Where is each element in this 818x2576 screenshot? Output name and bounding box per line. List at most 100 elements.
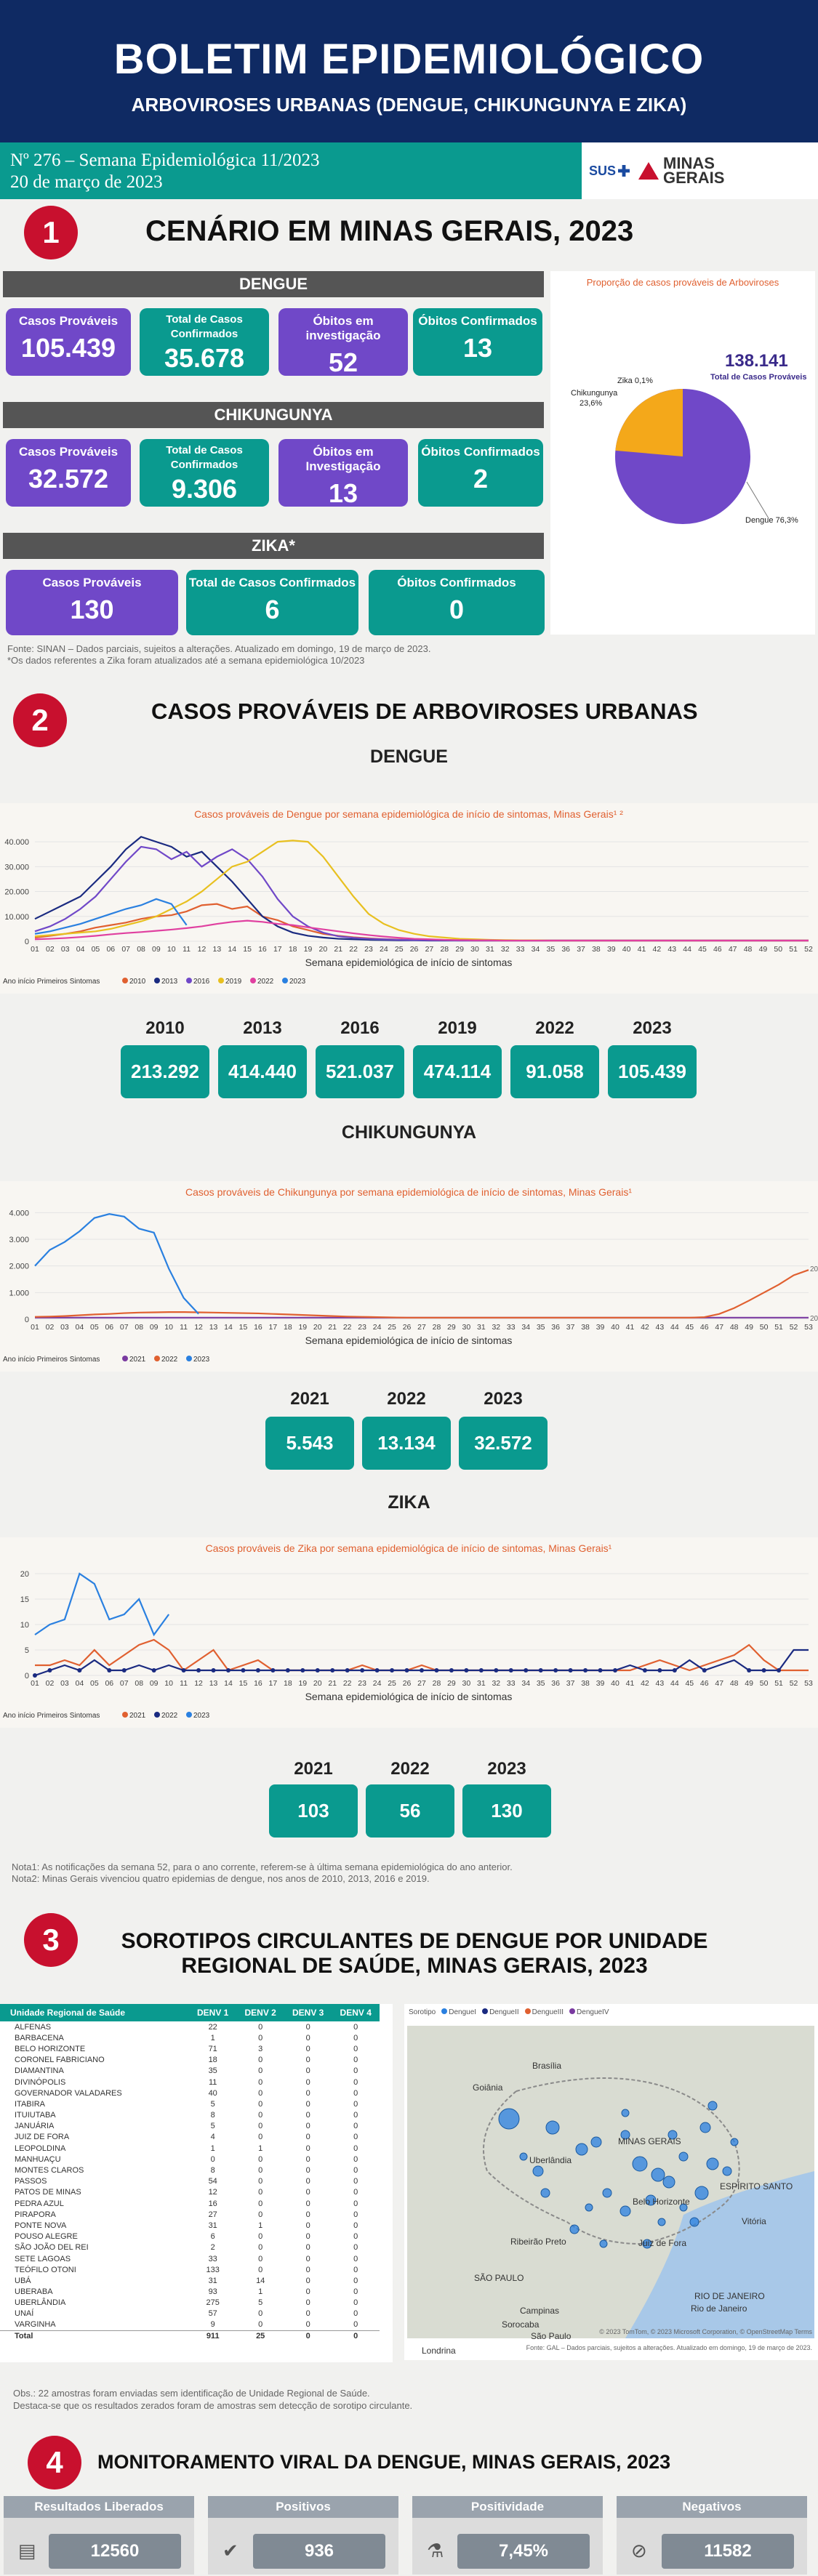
table-row: GOVERNADOR VALADARES 40 0 0 0 (0, 2088, 380, 2098)
serotype-map-panel: Sorotipo DengueI DengueII DengueIII DengueI… (404, 2004, 818, 2360)
x-tick-label: 20 (313, 1323, 322, 1332)
map-marker[interactable] (498, 2108, 520, 2130)
map-marker[interactable] (569, 2224, 580, 2234)
table-cell: 31 (208, 2276, 217, 2285)
table-cell: 0 (353, 2265, 358, 2274)
map-marker[interactable] (642, 2239, 652, 2249)
table-cell: 0 (305, 2166, 310, 2175)
map-credit: © 2023 TomTom, © 2023 Microsoft Corporat… (599, 2328, 812, 2335)
series-line-2019 (34, 840, 809, 942)
x-tick-label: 05 (90, 1323, 99, 1332)
chik-subtitle: CHIKUNGUNYA (341, 1122, 477, 1143)
x-tick-label: 51 (774, 1323, 783, 1332)
year-label: 2013 (243, 1018, 282, 1038)
map-marker[interactable] (519, 2152, 528, 2161)
table-header-cell[interactable]: DENV 3 (284, 2004, 332, 2021)
series-point-2022 (315, 1668, 320, 1673)
map-marker[interactable] (651, 2168, 665, 2182)
map-marker[interactable] (657, 2218, 666, 2226)
x-tick-label: 16 (254, 1679, 262, 1688)
map-marker[interactable] (730, 2138, 739, 2146)
year-label: 2010 (145, 1018, 185, 1038)
map-marker[interactable] (545, 2120, 560, 2135)
year-label: 2023 (633, 1018, 672, 1038)
bulletin-title: BOLETIM EPIDEMIOLÓGICO (113, 36, 705, 83)
legend-label: 2022 (257, 978, 274, 986)
table-cell: 0 (353, 2033, 358, 2042)
zika-confirmed-card: Total de Casos Confirmados 6 (186, 570, 358, 635)
map-marker[interactable] (662, 2175, 675, 2189)
map-marker[interactable] (689, 2217, 699, 2227)
x-tick-label: 33 (516, 945, 525, 954)
map-marker[interactable] (575, 2143, 588, 2156)
pie-title: Proporção de casos prováveis de Arboviro… (586, 277, 779, 288)
y-tick-label: 20 (20, 1570, 29, 1579)
map-marker[interactable] (645, 2194, 657, 2206)
table-cell: 0 (305, 2144, 310, 2153)
legend-marker (154, 978, 160, 983)
map-marker[interactable] (707, 2101, 718, 2111)
legend-label: 2019 (225, 978, 242, 986)
map-marker[interactable] (619, 2205, 631, 2217)
table-cell: 0 (353, 2243, 358, 2253)
map-place-label: Ribeirão Preto (510, 2237, 566, 2247)
x-tick-label: 33 (507, 1679, 516, 1688)
series-point-2022 (464, 1668, 469, 1673)
series-line-2021 (35, 1638, 809, 1672)
table-cell: 0 (305, 2077, 310, 2087)
map-marker[interactable] (722, 2166, 732, 2176)
chart-title: Casos prováveis de Zika por semana epide… (206, 1542, 612, 1554)
table-row: UBÁ 31 14 0 0 (0, 2275, 380, 2286)
table-cell: 0 (353, 2044, 358, 2053)
series-line-2013 (34, 836, 809, 942)
table-row: PATOS DE MINAS 12 0 0 0 (0, 2187, 380, 2198)
series-line-2023 (34, 1572, 170, 1637)
table-header-cell[interactable]: Unidade Regional de Saúde (0, 2004, 189, 2021)
map-marker[interactable] (599, 2239, 608, 2248)
map-marker[interactable] (678, 2152, 689, 2162)
x-tick-label: 49 (745, 1323, 753, 1332)
table-cell: UBERABA (15, 2287, 53, 2297)
table-cell: 1 (210, 2033, 215, 2042)
x-tick-label: 42 (641, 1679, 649, 1688)
zika-prob-card: Casos Prováveis 130 (6, 570, 178, 635)
map-place-label: MINAS GERAIS (618, 2136, 681, 2146)
map-marker[interactable] (621, 2109, 630, 2117)
table-cell: 0 (305, 2122, 310, 2131)
x-tick-label: 25 (388, 1323, 396, 1332)
map-marker[interactable] (679, 2203, 688, 2212)
year-value-card: 5.543 (265, 1417, 354, 1470)
table-cell: 1 (258, 2221, 263, 2230)
map-marker[interactable] (590, 2136, 602, 2148)
table-cell: 0 (305, 2056, 310, 2065)
table-cell: 14 (256, 2276, 265, 2285)
monitor-card: Negativos ⊘ 11582 (617, 2496, 807, 2575)
table-header-cell[interactable]: DENV 4 (332, 2004, 380, 2021)
series-point-2022 (672, 1668, 677, 1673)
x-tick-label: 39 (607, 945, 616, 954)
map-place-label: ESPÍRITO SANTO (720, 2181, 793, 2191)
map-marker[interactable] (620, 2130, 630, 2140)
table-header-cell[interactable]: DENV 2 (236, 2004, 284, 2021)
map-marker[interactable] (632, 2156, 648, 2172)
map-marker[interactable] (706, 2157, 719, 2170)
year-value-card: 521.037 (316, 1045, 404, 1098)
pie-svg (615, 389, 769, 524)
map-marker[interactable] (602, 2188, 612, 2198)
map-marker[interactable] (540, 2188, 550, 2198)
x-tick-label: 13 (213, 945, 222, 954)
x-tick-label: 47 (715, 1323, 723, 1332)
table-cell: 0 (305, 2033, 310, 2042)
x-tick-label: 06 (105, 1323, 113, 1332)
map-marker[interactable] (532, 2165, 544, 2177)
table-cell: 0 (305, 2111, 310, 2120)
table-cell: 0 (353, 2066, 358, 2076)
table-header-cell[interactable]: DENV 1 (188, 2004, 237, 2021)
map-marker[interactable] (667, 2130, 678, 2140)
table-cell: VARGINHA (15, 2320, 56, 2330)
map-marker[interactable] (585, 2203, 593, 2212)
year-value-card: 32.572 (459, 1417, 548, 1470)
map-marker[interactable] (694, 2186, 709, 2200)
table-row: BELO HORIZONTE 71 3 0 0 (0, 2043, 380, 2054)
map-marker[interactable] (699, 2122, 711, 2133)
